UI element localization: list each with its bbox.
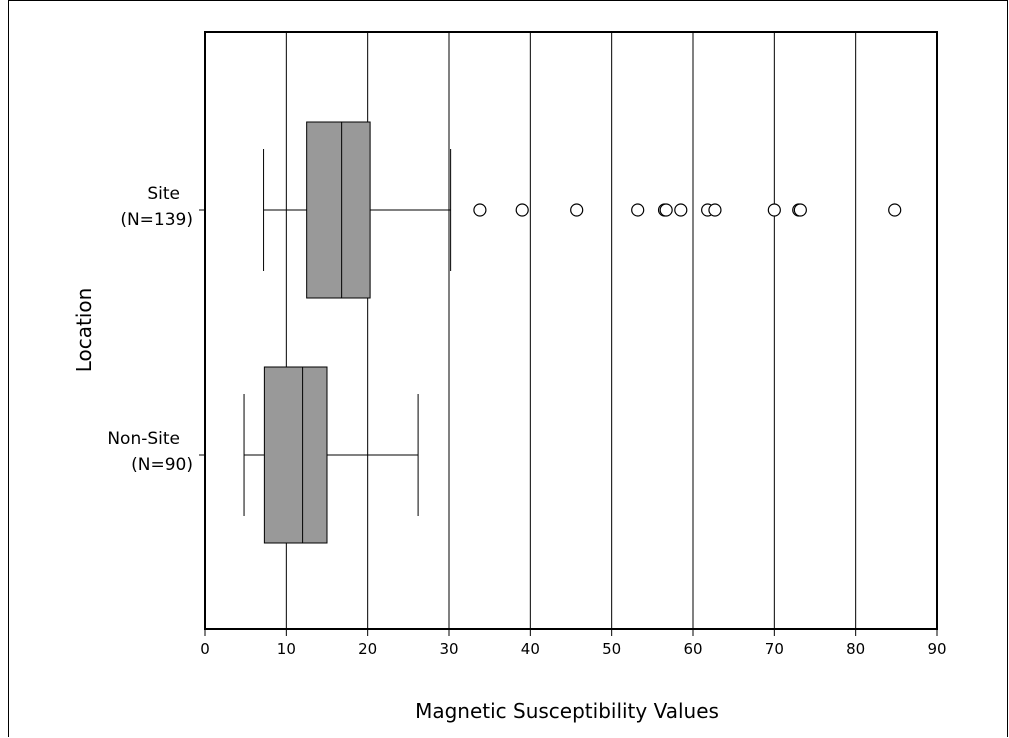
x-tick-label: 10 bbox=[277, 640, 296, 658]
x-tick-label: 30 bbox=[439, 640, 458, 658]
x-axis-title: Magnetic Susceptibility Values bbox=[415, 699, 719, 723]
box-group bbox=[243, 366, 419, 544]
y-axis-title: Location bbox=[72, 288, 96, 373]
x-tick-label: 70 bbox=[765, 640, 784, 658]
outlier-point bbox=[631, 203, 645, 217]
outlier-point bbox=[659, 203, 673, 217]
x-tick-label: 60 bbox=[683, 640, 702, 658]
x-tick-label: 80 bbox=[846, 640, 865, 658]
box bbox=[263, 366, 328, 544]
outlier-point bbox=[473, 203, 487, 217]
outlier-point bbox=[708, 203, 722, 217]
category-count-label: (N=139) bbox=[120, 210, 193, 230]
figure-frame bbox=[8, 0, 1008, 737]
category-count-label: (N=90) bbox=[131, 455, 193, 475]
gridlines bbox=[285, 32, 857, 629]
x-tick-label: 40 bbox=[521, 640, 540, 658]
box-group bbox=[263, 121, 902, 299]
box bbox=[306, 121, 371, 299]
category-axis: Site (N=139) Non-Site (N=90) bbox=[107, 184, 205, 475]
category-label: Non-Site bbox=[107, 429, 180, 449]
outlier-point bbox=[793, 203, 807, 217]
x-tick-label: 90 bbox=[927, 640, 946, 658]
x-tick-label: 50 bbox=[602, 640, 621, 658]
x-tick-label: 20 bbox=[358, 640, 377, 658]
outlier-point bbox=[570, 203, 584, 217]
outlier-point bbox=[674, 203, 688, 217]
outlier-point bbox=[767, 203, 781, 217]
x-tick-label: 0 bbox=[200, 640, 210, 658]
plot-area bbox=[204, 31, 938, 630]
x-axis-ticks: 0 10 20 30 40 50 60 70 80 90 bbox=[200, 629, 947, 658]
outlier-point bbox=[515, 203, 529, 217]
category-label: Site bbox=[147, 184, 180, 204]
boxes bbox=[243, 121, 902, 544]
outlier-point bbox=[888, 203, 902, 217]
